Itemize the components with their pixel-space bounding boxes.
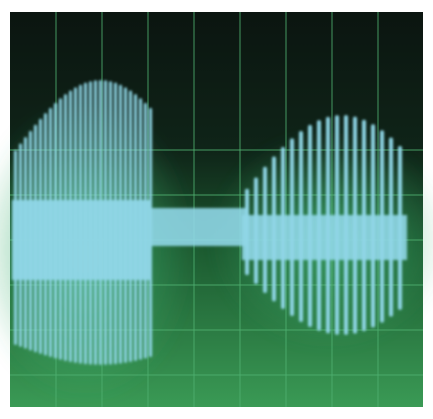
spike xyxy=(44,113,47,356)
waveform xyxy=(12,80,407,365)
spike xyxy=(104,80,107,365)
spike xyxy=(362,119,366,332)
spike xyxy=(114,82,117,365)
spike xyxy=(29,130,32,351)
spike xyxy=(119,84,122,364)
spike xyxy=(344,115,348,335)
spike xyxy=(308,124,312,327)
spike xyxy=(144,102,147,359)
spike xyxy=(254,177,258,285)
spike xyxy=(59,98,62,360)
spike xyxy=(380,130,384,323)
spike xyxy=(371,124,375,328)
spike xyxy=(335,115,339,335)
spike xyxy=(398,145,402,310)
waveform-band xyxy=(150,208,246,246)
spike xyxy=(24,137,27,349)
waveform-body xyxy=(242,215,407,260)
spike xyxy=(34,124,37,353)
spike xyxy=(94,80,97,365)
spike xyxy=(84,82,87,365)
spike xyxy=(54,102,57,359)
spike xyxy=(281,146,285,310)
spike xyxy=(245,188,249,276)
spike xyxy=(14,150,17,345)
spike xyxy=(299,131,303,322)
spike xyxy=(139,98,142,360)
spike xyxy=(69,90,72,363)
spike xyxy=(290,138,294,316)
spike xyxy=(109,81,112,365)
spike xyxy=(317,120,321,331)
spike xyxy=(74,87,77,363)
spike xyxy=(272,156,276,302)
spike xyxy=(49,107,52,358)
spike xyxy=(124,87,127,363)
spike xyxy=(39,118,42,354)
spike xyxy=(263,166,267,293)
spike xyxy=(134,94,137,361)
spike xyxy=(19,143,22,347)
spike xyxy=(129,90,132,363)
spike xyxy=(64,94,67,361)
spike xyxy=(89,81,92,365)
spike xyxy=(99,80,102,365)
spike xyxy=(389,137,393,317)
spike xyxy=(79,84,82,364)
spike xyxy=(326,116,330,334)
spike xyxy=(353,116,357,334)
